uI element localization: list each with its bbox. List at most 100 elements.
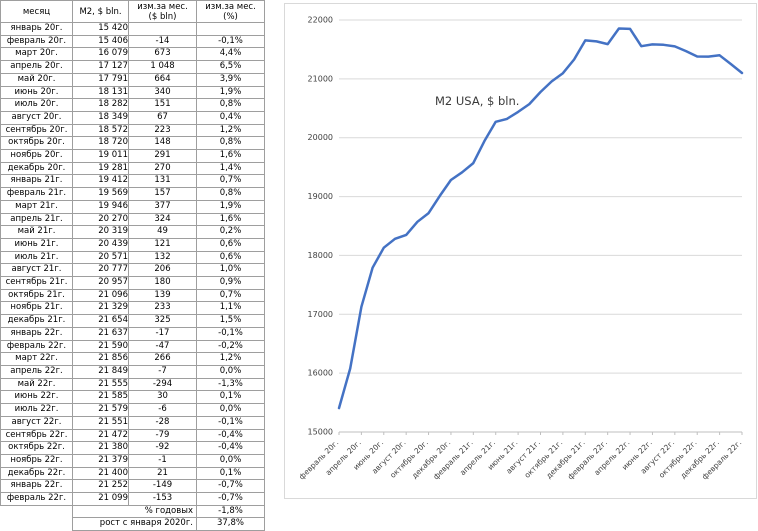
table-cell[interactable]: 21 585 <box>72 390 129 405</box>
table-cell[interactable]: -0,1% <box>196 415 265 430</box>
table-cell[interactable]: -47 <box>128 339 197 354</box>
table-cell[interactable]: апрель 20г. <box>0 60 73 74</box>
table-cell[interactable]: 1,6% <box>196 212 265 227</box>
growth-since-2020-value[interactable]: 37,8% <box>196 517 265 531</box>
table-cell[interactable]: 266 <box>128 352 197 366</box>
table-cell[interactable]: август 20г. <box>0 110 73 125</box>
table-cell[interactable]: 20 777 <box>72 263 129 278</box>
table-cell[interactable]: 21 329 <box>72 301 129 316</box>
table-cell[interactable]: 233 <box>128 301 197 316</box>
table-cell[interactable]: -153 <box>128 492 197 506</box>
table-cell[interactable]: 21 849 <box>72 364 129 379</box>
table-cell[interactable]: сентябрь 22г. <box>0 428 73 443</box>
table-cell[interactable]: 0,2% <box>196 225 265 239</box>
table-cell[interactable]: 21 379 <box>72 453 129 468</box>
table-cell[interactable]: 19 011 <box>72 149 129 163</box>
table-cell[interactable]: ноябрь 20г. <box>0 149 73 163</box>
table-cell[interactable]: 1,1% <box>196 301 265 316</box>
table-cell[interactable]: октябрь 22г. <box>0 441 73 455</box>
table-cell[interactable]: 0,6% <box>196 250 265 265</box>
table-cell[interactable]: 0,8% <box>196 98 265 112</box>
table-cell[interactable]: 0,0% <box>196 453 265 468</box>
table-cell[interactable] <box>128 22 197 36</box>
table-cell[interactable]: 673 <box>128 47 197 62</box>
table-cell[interactable]: февраль 20г. <box>0 34 73 49</box>
table-cell[interactable]: 206 <box>128 263 197 278</box>
table-cell[interactable]: июнь 21г. <box>0 237 73 252</box>
table-cell[interactable]: -0,7% <box>196 492 265 506</box>
table-cell[interactable]: январь 22г. <box>0 326 73 341</box>
table-cell[interactable]: 180 <box>128 276 197 290</box>
table-cell[interactable]: -0,2% <box>196 339 265 354</box>
table-cell[interactable]: 20 439 <box>72 237 129 252</box>
table-cell[interactable]: 21 856 <box>72 352 129 366</box>
table-cell[interactable]: 324 <box>128 212 197 227</box>
table-cell[interactable]: 157 <box>128 187 197 201</box>
table-cell[interactable]: февраль 22г. <box>0 339 73 354</box>
table-cell[interactable]: май 22г. <box>0 377 73 392</box>
annual-rate-label[interactable]: % годовых <box>72 504 197 519</box>
table-cell[interactable]: июнь 20г. <box>0 85 73 100</box>
table-cell[interactable]: сентябрь 20г. <box>0 123 73 138</box>
table-cell[interactable]: 19 569 <box>72 187 129 201</box>
table-cell[interactable]: декабрь 22г. <box>0 466 73 481</box>
table-cell[interactable]: 67 <box>128 110 197 125</box>
table-cell[interactable]: февраль 22г. <box>0 492 73 506</box>
table-cell[interactable]: ноябрь 22г. <box>0 453 73 468</box>
table-cell[interactable]: 0,8% <box>196 136 265 151</box>
table-cell[interactable]: январь 21г. <box>0 174 73 189</box>
table-cell[interactable]: -28 <box>128 415 197 430</box>
table-cell[interactable]: -1,3% <box>196 377 265 392</box>
table-cell[interactable]: -0,4% <box>196 428 265 443</box>
table-cell[interactable]: -17 <box>128 326 197 341</box>
col-header-change-abs[interactable]: изм.за мес. ($ bln) <box>128 0 197 23</box>
table-cell[interactable]: -0,4% <box>196 441 265 455</box>
table-cell[interactable]: март 20г. <box>0 47 73 62</box>
table-cell[interactable]: 20 319 <box>72 225 129 239</box>
table-cell[interactable]: август 21г. <box>0 263 73 278</box>
table-cell[interactable]: 18 282 <box>72 98 129 112</box>
table-cell[interactable]: 151 <box>128 98 197 112</box>
table-cell[interactable]: 21 654 <box>72 314 129 328</box>
table-cell[interactable]: декабрь 21г. <box>0 314 73 328</box>
table-cell[interactable]: -0,7% <box>196 479 265 494</box>
table-cell[interactable]: 20 957 <box>72 276 129 290</box>
table-cell[interactable]: 1,0% <box>196 263 265 278</box>
table-cell[interactable]: 1,9% <box>196 199 265 214</box>
table-cell[interactable]: 0,8% <box>196 187 265 201</box>
table-cell[interactable]: 1,2% <box>196 352 265 366</box>
table-cell[interactable]: 21 590 <box>72 339 129 354</box>
table-cell[interactable]: март 21г. <box>0 199 73 214</box>
table-cell[interactable]: 223 <box>128 123 197 138</box>
table-cell[interactable]: май 20г. <box>0 72 73 87</box>
table-cell[interactable]: 19 412 <box>72 174 129 189</box>
table-cell[interactable]: 21 400 <box>72 466 129 481</box>
table-cell[interactable]: 1,9% <box>196 85 265 100</box>
table-cell[interactable]: декабрь 20г. <box>0 161 73 176</box>
col-header-m2[interactable]: M2, $ bln. <box>72 0 129 23</box>
table-cell[interactable]: 20 571 <box>72 250 129 265</box>
table-cell[interactable]: -6 <box>128 403 197 417</box>
table-cell[interactable]: 18 720 <box>72 136 129 151</box>
table-cell[interactable]: 1 048 <box>128 60 197 74</box>
annual-rate-value[interactable]: -1,8% <box>196 504 265 519</box>
table-cell[interactable]: 21 555 <box>72 377 129 392</box>
table-cell[interactable]: октябрь 21г. <box>0 288 73 303</box>
table-cell[interactable]: 1,6% <box>196 149 265 163</box>
table-cell[interactable]: май 21г. <box>0 225 73 239</box>
table-cell[interactable]: ноябрь 21г. <box>0 301 73 316</box>
table-cell[interactable]: 270 <box>128 161 197 176</box>
table-cell[interactable]: август 22г. <box>0 415 73 430</box>
table-cell[interactable]: 49 <box>128 225 197 239</box>
col-header-month[interactable]: месяц <box>0 0 73 23</box>
table-cell[interactable]: 6,5% <box>196 60 265 74</box>
table-cell[interactable]: 18 349 <box>72 110 129 125</box>
table-cell[interactable]: июль 21г. <box>0 250 73 265</box>
table-cell[interactable]: апрель 22г. <box>0 364 73 379</box>
table-cell[interactable]: 4,4% <box>196 47 265 62</box>
table-cell[interactable]: 30 <box>128 390 197 405</box>
table-cell[interactable]: -294 <box>128 377 197 392</box>
table-cell[interactable]: 0,0% <box>196 403 265 417</box>
table-cell[interactable]: -149 <box>128 479 197 494</box>
col-header-change-pct[interactable]: изм.за мес. (%) <box>196 0 265 23</box>
